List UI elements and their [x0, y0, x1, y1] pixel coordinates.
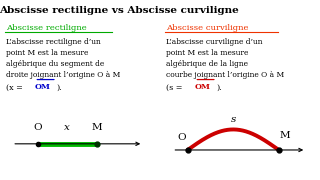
Text: Abscisse rectiligne: Abscisse rectiligne: [6, 24, 87, 32]
Text: point M est la mesure: point M est la mesure: [6, 49, 89, 57]
Text: OM: OM: [195, 83, 210, 91]
Text: algébrique du segment de: algébrique du segment de: [6, 60, 105, 68]
Text: (s =: (s =: [166, 83, 185, 91]
Text: Abscisse curviligne: Abscisse curviligne: [166, 24, 249, 32]
Text: L’abscisse curviligne d’un: L’abscisse curviligne d’un: [166, 38, 263, 46]
Text: M: M: [92, 123, 102, 132]
Text: ).: ).: [217, 83, 222, 91]
Text: O: O: [33, 123, 42, 132]
Text: droite joignant l’origine O à M: droite joignant l’origine O à M: [6, 71, 121, 79]
Text: s: s: [230, 115, 236, 124]
Text: M: M: [280, 131, 290, 140]
Text: point M est la mesure: point M est la mesure: [166, 49, 249, 57]
Text: (x =: (x =: [6, 83, 26, 91]
Text: algébrique de la ligne: algébrique de la ligne: [166, 60, 248, 68]
Text: ).: ).: [57, 83, 62, 91]
Text: courbe joignant l’origine O à M: courbe joignant l’origine O à M: [166, 71, 285, 79]
Text: L’abscisse rectiligne d’un: L’abscisse rectiligne d’un: [6, 38, 101, 46]
Text: x: x: [64, 123, 70, 132]
Text: O: O: [177, 133, 186, 142]
Text: Abscisse rectiligne vs Abscisse curviligne: Abscisse rectiligne vs Abscisse curvilig…: [0, 6, 239, 15]
Text: OM: OM: [35, 83, 50, 91]
